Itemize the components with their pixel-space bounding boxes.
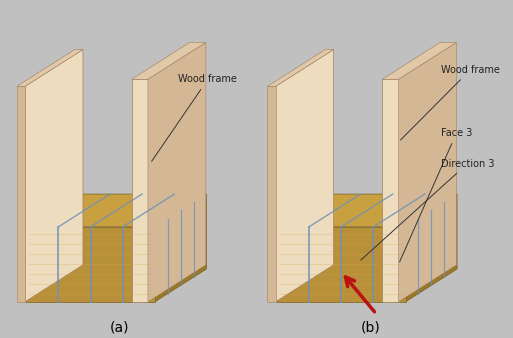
Polygon shape [25,49,83,302]
Polygon shape [277,194,457,227]
Polygon shape [406,194,457,302]
Polygon shape [17,87,25,302]
Text: (a): (a) [110,320,130,335]
Text: Face 3: Face 3 [400,128,472,262]
Polygon shape [267,87,275,302]
Polygon shape [382,43,457,79]
Text: (b): (b) [361,320,380,335]
Text: Wood frame: Wood frame [152,74,237,161]
Polygon shape [17,49,83,87]
Polygon shape [275,49,333,302]
Polygon shape [131,43,206,79]
Polygon shape [148,43,206,302]
Text: Wood frame: Wood frame [401,65,500,140]
Text: Direction 3: Direction 3 [361,159,494,260]
Polygon shape [155,194,206,302]
Polygon shape [267,49,333,87]
Polygon shape [382,79,399,302]
Polygon shape [399,43,457,302]
Polygon shape [26,227,155,302]
Polygon shape [131,79,148,302]
Polygon shape [26,194,206,227]
Polygon shape [277,227,406,302]
